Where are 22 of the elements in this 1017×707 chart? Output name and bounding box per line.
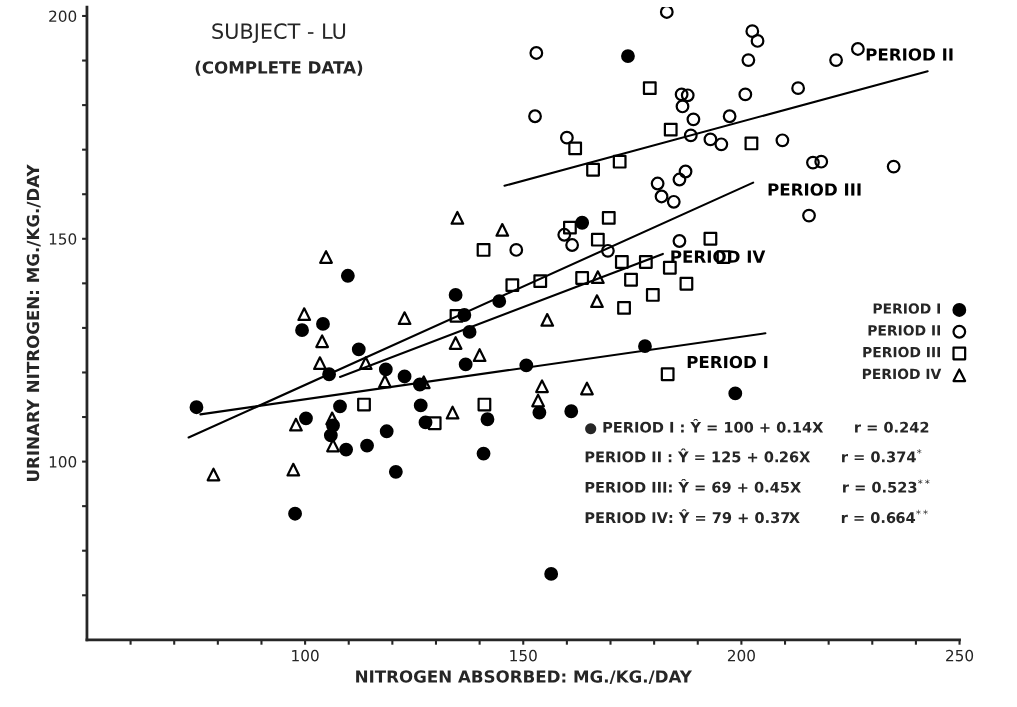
x-tick-label: 100 (292, 649, 319, 662)
legend-label: PERIOD IV (862, 368, 942, 380)
series-label: PERIOD I (687, 355, 768, 369)
annotation: PERIOD II : Ŷ = 125 + 0.26X r = 0.374$^{*}$ (585, 448, 922, 463)
y-axis-title: URINARY NITROGEN: MG./KG./DAY (26, 164, 41, 481)
x-tick-label: 200 (727, 649, 755, 662)
legend-label: PERIOD III (863, 346, 940, 358)
annotation: PERIOD IV: Ŷ = 79 + 0.37X r = 0.664$^{**}$ (585, 509, 928, 524)
annotation: PERIOD III: Ŷ = 69 + 0.45X r = 0.523$^{**}$ (585, 478, 930, 493)
series-label: PERIOD III (768, 183, 861, 196)
x-axis-title: NITROGEN ABSORBED: MG./KG./DAY (356, 670, 693, 685)
x-tick-label: 250 (946, 649, 974, 662)
series-label: PERIOD II (866, 48, 953, 61)
text: SUBJECT - LU (212, 23, 346, 43)
x-tick-label: 150 (510, 649, 537, 662)
annotation: ● PERIOD I : Ŷ = 100 + 0.14X r = 0.242 (585, 418, 929, 435)
legend-label: PERIOD II (868, 325, 940, 336)
y-tick-label: 100 (49, 456, 77, 468)
legend-label: PERIOD I (873, 303, 940, 314)
y-tick-label: 150 (49, 233, 77, 245)
y-tick-label: 200 (49, 10, 77, 22)
text: (COMPLETE DATA) (195, 60, 363, 76)
